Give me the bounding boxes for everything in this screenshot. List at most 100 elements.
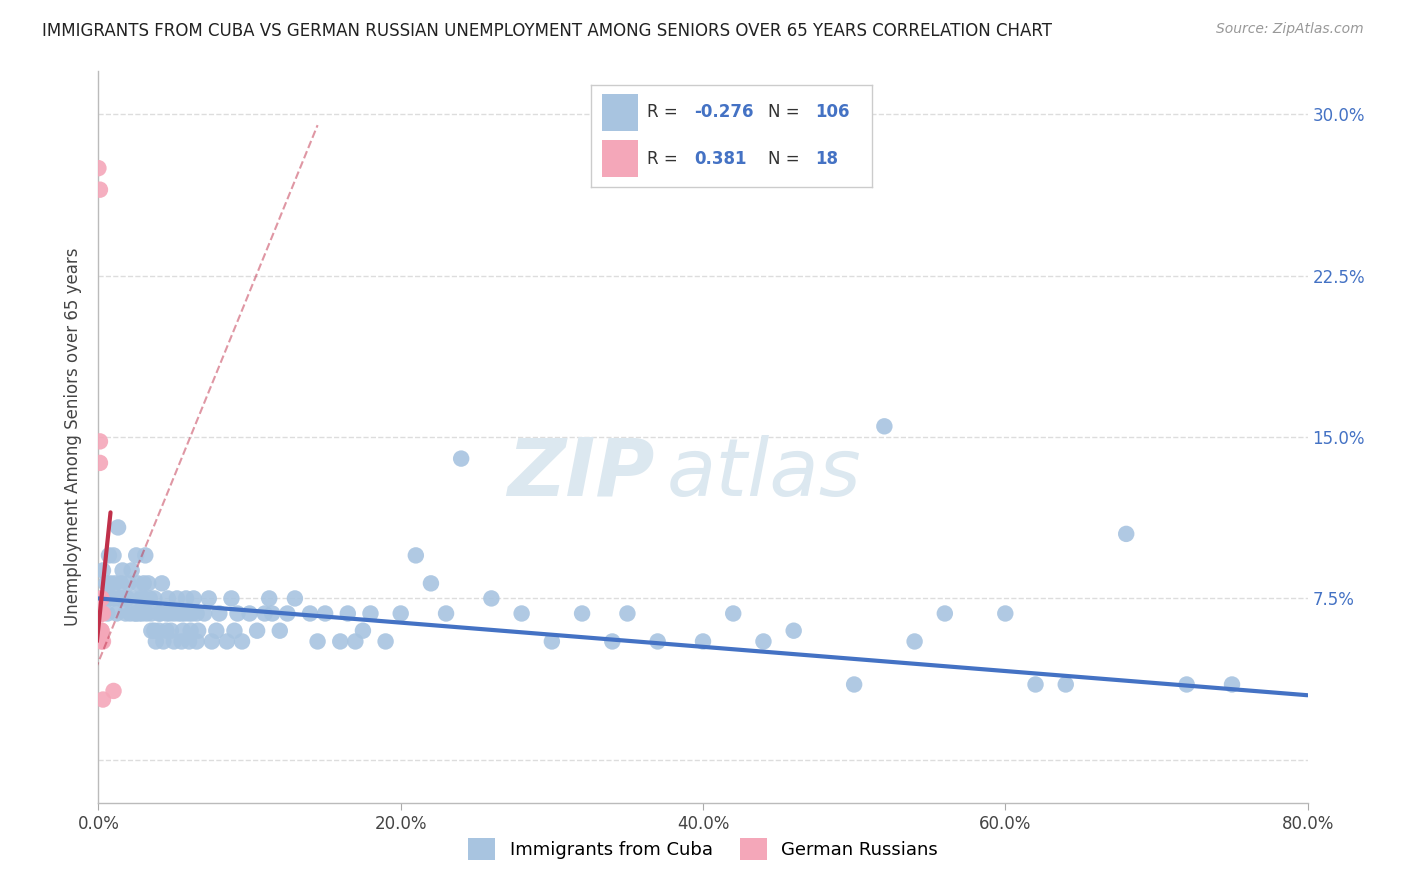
- Point: [90, 624, 112, 638]
- Y-axis label: Unemployment Among Seniors over 65 years: Unemployment Among Seniors over 65 years: [65, 248, 83, 626]
- Point: [91, 634, 114, 648]
- Point: [163, 607, 186, 621]
- Point: [160, 624, 183, 638]
- Point: [120, 607, 142, 621]
- Point: [103, 549, 125, 563]
- Point: [134, 549, 156, 563]
- Point: [215, 634, 238, 648]
- Point: [112, 591, 135, 606]
- Point: [844, 677, 866, 691]
- Point: [269, 624, 291, 638]
- Point: [284, 591, 307, 606]
- Text: 18: 18: [815, 150, 838, 168]
- Point: [148, 607, 170, 621]
- Text: N =: N =: [768, 103, 804, 121]
- Point: [540, 634, 562, 648]
- Point: [141, 624, 163, 638]
- Text: -0.276: -0.276: [695, 103, 754, 121]
- Point: [90, 607, 112, 621]
- Point: [163, 634, 186, 648]
- Point: [149, 607, 172, 621]
- Point: [374, 634, 396, 648]
- Point: [129, 591, 152, 606]
- Point: [197, 591, 219, 606]
- Point: [602, 634, 624, 648]
- Point: [1220, 677, 1243, 691]
- Point: [389, 607, 412, 621]
- Point: [647, 634, 669, 648]
- Point: [125, 549, 148, 563]
- Point: [1024, 677, 1046, 691]
- Point: [90, 634, 112, 648]
- Point: [420, 576, 443, 591]
- Point: [172, 624, 194, 638]
- Text: R =: R =: [647, 103, 683, 121]
- Point: [873, 419, 896, 434]
- Point: [111, 564, 134, 578]
- Point: [155, 624, 177, 638]
- Point: [90, 607, 112, 621]
- Point: [1175, 677, 1198, 691]
- Point: [156, 591, 179, 606]
- Point: [127, 576, 149, 591]
- Point: [994, 607, 1017, 621]
- Point: [181, 607, 204, 621]
- Point: [132, 591, 155, 606]
- Point: [107, 520, 129, 534]
- Point: [262, 607, 284, 621]
- Point: [93, 591, 115, 606]
- Point: [115, 591, 138, 606]
- Point: [186, 634, 208, 648]
- Point: [89, 607, 111, 621]
- Point: [450, 451, 472, 466]
- Point: [118, 576, 141, 591]
- Text: N =: N =: [768, 150, 804, 168]
- Point: [103, 684, 125, 698]
- Point: [224, 624, 246, 638]
- Point: [723, 607, 745, 621]
- Point: [352, 624, 374, 638]
- Point: [132, 576, 155, 591]
- Text: IMMIGRANTS FROM CUBA VS GERMAN RUSSIAN UNEMPLOYMENT AMONG SENIORS OVER 65 YEARS : IMMIGRANTS FROM CUBA VS GERMAN RUSSIAN U…: [42, 22, 1052, 40]
- Point: [344, 634, 367, 648]
- Text: atlas: atlas: [666, 434, 862, 513]
- Point: [152, 634, 174, 648]
- Point: [257, 591, 280, 606]
- Point: [183, 591, 205, 606]
- Point: [170, 634, 193, 648]
- Point: [141, 607, 163, 621]
- Point: [110, 591, 132, 606]
- Point: [307, 634, 329, 648]
- Point: [90, 591, 112, 606]
- Point: [253, 607, 276, 621]
- Point: [571, 607, 593, 621]
- Point: [783, 624, 806, 638]
- Point: [336, 607, 359, 621]
- Point: [108, 591, 131, 606]
- Point: [481, 591, 503, 606]
- Point: [125, 607, 148, 621]
- Point: [128, 607, 150, 621]
- Text: 106: 106: [815, 103, 851, 121]
- Point: [89, 434, 111, 449]
- Point: [89, 456, 111, 470]
- Point: [96, 607, 118, 621]
- Point: [91, 692, 114, 706]
- Point: [173, 607, 195, 621]
- Point: [94, 576, 117, 591]
- Point: [1054, 677, 1077, 691]
- Point: [121, 564, 143, 578]
- FancyBboxPatch shape: [602, 94, 638, 131]
- Point: [208, 607, 231, 621]
- Point: [239, 607, 262, 621]
- FancyBboxPatch shape: [602, 140, 638, 177]
- Point: [167, 607, 190, 621]
- Point: [904, 634, 927, 648]
- Point: [143, 591, 166, 606]
- Point: [136, 576, 159, 591]
- Point: [100, 576, 122, 591]
- Point: [145, 634, 167, 648]
- Point: [205, 624, 228, 638]
- Point: [166, 591, 188, 606]
- Point: [114, 607, 136, 621]
